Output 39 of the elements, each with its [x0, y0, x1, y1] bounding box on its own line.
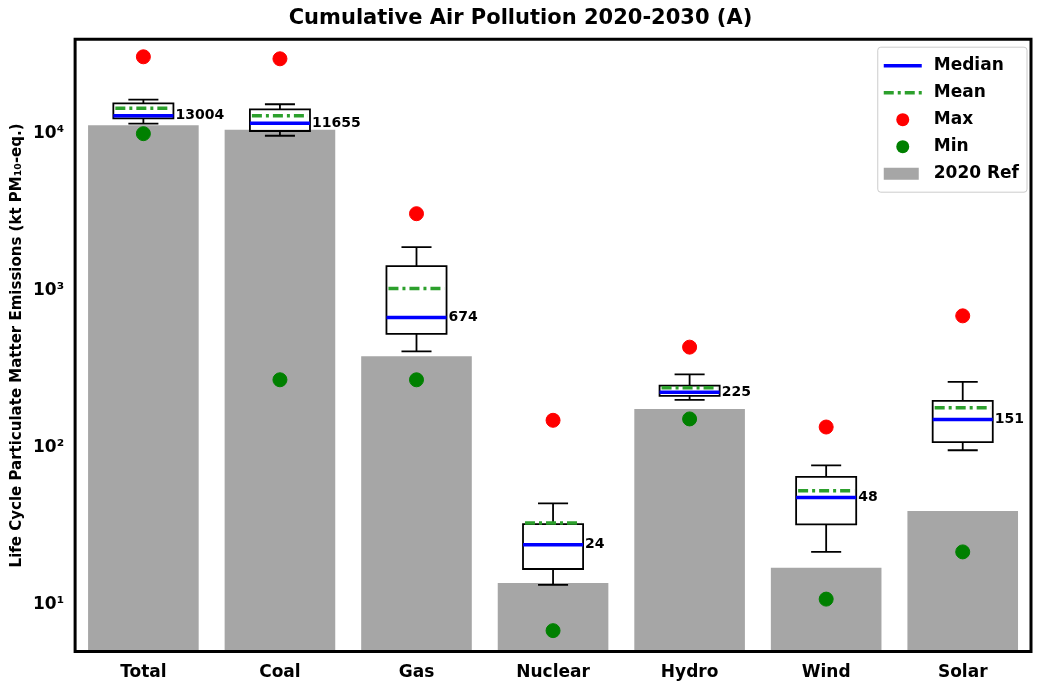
legend-label: Max: [933, 108, 974, 129]
point: [545, 623, 561, 639]
point: [682, 339, 698, 355]
legend-label: Mean: [933, 81, 986, 102]
text: 13004: [175, 106, 225, 123]
text: 24: [585, 535, 605, 552]
y-tick-label: 10¹: [32, 592, 65, 613]
x-tick-label: Wind: [801, 661, 851, 682]
point: [955, 308, 971, 324]
y-tick-label: 10²: [32, 435, 65, 456]
point: [818, 591, 834, 607]
text: 11655: [311, 113, 361, 130]
legend-label: Median: [933, 54, 1004, 75]
x-tick-label: Hydro: [660, 661, 719, 682]
legend-label: 2020 Ref: [933, 162, 1020, 183]
point: [818, 419, 834, 435]
point: [135, 49, 151, 65]
point: [272, 51, 288, 67]
point: [135, 126, 151, 142]
point: [409, 206, 424, 222]
point: [409, 372, 424, 388]
y-axis-title: Life Cycle Particulate Matter Emissions (kt PM₁₀-eq.): [6, 123, 25, 568]
text: 225: [721, 382, 751, 399]
x-tick-label: Nuclear: [516, 661, 591, 682]
y-tick-label: 10³: [32, 278, 65, 299]
point: [955, 544, 971, 560]
chart-title: Cumulative Air Pollution 2020-2030 (A): [288, 5, 753, 30]
x-tick-label: Solar: [937, 661, 989, 682]
x-tick-label: Gas: [398, 661, 435, 682]
point: [272, 372, 288, 388]
x-tick-label: Coal: [259, 661, 301, 682]
legend-label: Min: [933, 135, 969, 156]
text: 48: [858, 488, 878, 505]
point: [682, 411, 698, 427]
point: [545, 412, 561, 428]
y-tick-label: 10⁴: [32, 122, 65, 143]
text: 674: [448, 308, 478, 325]
x-tick-label: Total: [120, 661, 167, 682]
text: 151: [994, 410, 1024, 427]
